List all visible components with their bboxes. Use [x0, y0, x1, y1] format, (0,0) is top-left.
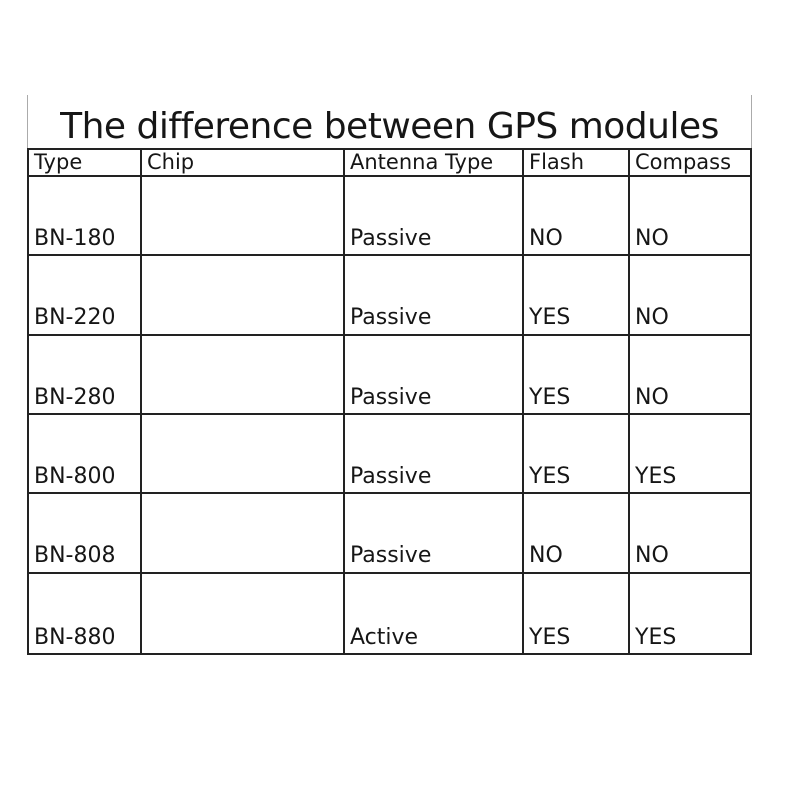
- cell-antenna: Passive: [345, 415, 524, 495]
- col-header-antenna-type: Antenna Type: [345, 150, 524, 177]
- cell-flash: YES: [524, 573, 630, 653]
- cell-antenna: Passive: [345, 494, 524, 574]
- comparison-grid: Type Chip Antenna Type Flash Compass BN-…: [27, 148, 752, 655]
- cell-compass: NO: [630, 494, 750, 574]
- cell-chip: [142, 573, 345, 653]
- cell-antenna: Passive: [345, 177, 524, 257]
- cell-flash: YES: [524, 256, 630, 336]
- cell-chip: [142, 335, 345, 415]
- cell-chip: [142, 177, 345, 257]
- col-header-compass: Compass: [630, 150, 750, 177]
- gps-comparison-table: The difference between GPS modules Type …: [27, 95, 752, 655]
- cell-compass: YES: [635, 624, 677, 650]
- cell-chip: [142, 415, 345, 495]
- cell-flash: YES: [524, 415, 630, 495]
- cell-flash: NO: [524, 494, 630, 574]
- cell-type: BN-220: [29, 256, 142, 336]
- cell-flash: YES: [524, 335, 630, 415]
- cell-chip: [142, 494, 345, 574]
- table-title: The difference between GPS modules: [60, 106, 719, 148]
- cell-compass: YES: [630, 415, 750, 495]
- cell-antenna: Active: [345, 573, 524, 653]
- col-header-type: Type: [29, 150, 142, 177]
- cell-type: BN-808: [29, 494, 142, 574]
- cell-type: BN-880: [29, 573, 142, 653]
- cell-compass: NO: [630, 177, 750, 257]
- table-title-box: The difference between GPS modules: [27, 95, 752, 148]
- cell-chip: [142, 256, 345, 336]
- cell-type: BN-180: [29, 177, 142, 257]
- cell-type: BN-800: [29, 415, 142, 495]
- cell-type: BN-280: [29, 335, 142, 415]
- cell-compass: NO: [630, 256, 750, 336]
- col-header-flash: Flash: [524, 150, 630, 177]
- cell-antenna: Passive: [345, 335, 524, 415]
- cell-antenna: Passive: [345, 256, 524, 336]
- col-header-chip: Chip: [142, 150, 345, 177]
- cell-compass: NO: [630, 336, 750, 415]
- cell-flash: NO: [524, 177, 630, 257]
